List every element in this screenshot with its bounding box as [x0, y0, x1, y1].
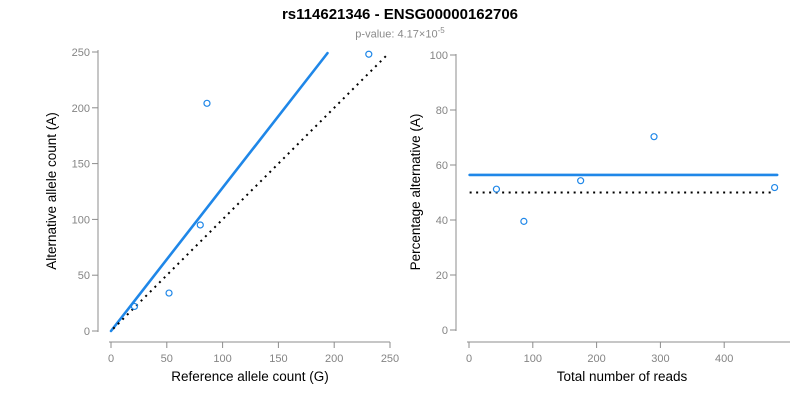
- pvalue-subtitle: p-value: 4.17×10-5: [0, 26, 800, 41]
- x-axis-tick-label: 200: [587, 353, 605, 365]
- data-point: [365, 50, 373, 58]
- x-axis-title: Total number of reads: [557, 369, 688, 384]
- y-axis-tick-label: 50: [78, 270, 90, 282]
- pvalue-exponent: -5: [437, 26, 445, 35]
- identity-line: [112, 54, 388, 330]
- x-axis-title: Reference allele count (G): [171, 369, 329, 384]
- y-axis-tick-label: 150: [72, 159, 90, 171]
- x-axis-tick-label: 50: [161, 353, 173, 365]
- y-axis-title: Alternative allele count (A): [44, 112, 59, 270]
- x-axis-tick-label: 0: [108, 353, 114, 365]
- right-scatter-panel: 0 20 40 60 80 100 0 100 200 300 400 Total number of…: [408, 50, 790, 384]
- y-axis-title: Percentage alternative (A): [408, 114, 423, 271]
- x-axis-tick-label: 150: [269, 353, 287, 365]
- x-axis-tick-label: 200: [325, 353, 343, 365]
- data-point: [165, 289, 173, 297]
- data-point: [130, 302, 139, 311]
- x-axis-tick-label: 300: [651, 353, 669, 365]
- x-axis-tick-label: 0: [466, 353, 472, 365]
- data-point: [196, 221, 204, 229]
- data-point: [577, 177, 585, 185]
- x-axis-tick-label: 100: [524, 353, 542, 365]
- pvalue-text: p-value: 4.17×10: [355, 28, 438, 41]
- y-axis-tick-label: 60: [436, 160, 448, 172]
- x-axis-tick-label: 400: [715, 353, 733, 365]
- y-axis-tick-label: 40: [436, 215, 448, 227]
- y-axis-tick-label: 80: [436, 105, 448, 117]
- y-axis-tick-label: 0: [84, 326, 90, 338]
- left-scatter-panel: 0 50 100 150 200 250 0 50 100 150 200 250 Reference …: [44, 47, 399, 384]
- y-axis-tick-label: 0: [442, 325, 448, 337]
- y-axis-tick-label: 200: [72, 103, 90, 115]
- data-point: [650, 133, 658, 141]
- figure-title: rs114621346 - ENSG00000162706: [281, 6, 519, 23]
- fit-line: [109, 51, 329, 333]
- data-point: [771, 183, 779, 192]
- x-axis-tick-label: 250: [381, 353, 399, 365]
- x-axis-tick-label: 100: [213, 353, 231, 365]
- y-axis-tick-label: 100: [72, 214, 90, 226]
- y-axis-tick-label: 100: [430, 50, 448, 62]
- data-point: [203, 99, 211, 107]
- y-axis-tick-label: 250: [72, 47, 90, 59]
- data-point: [520, 217, 528, 225]
- y-axis-tick-label: 20: [436, 270, 448, 282]
- data-point: [492, 185, 501, 193]
